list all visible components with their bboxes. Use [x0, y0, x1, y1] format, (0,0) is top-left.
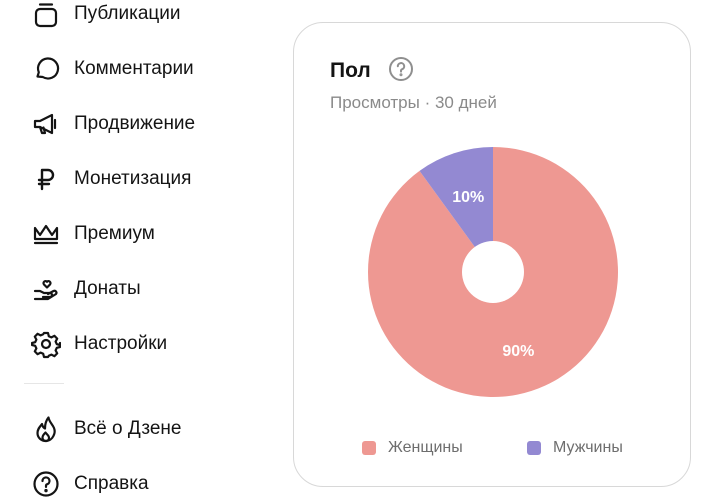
sidebar-item-label: Настройки: [74, 333, 168, 354]
sidebar-divider: [24, 383, 64, 384]
ruble-icon: [30, 163, 62, 195]
sidebar-item-settings[interactable]: Настройки: [30, 324, 167, 364]
flame-icon: [30, 413, 62, 445]
card-title: Пол: [330, 59, 371, 82]
gender-stats-card: Пол Просмотры · 30 дней 90% 10% Женщины М…: [293, 22, 691, 487]
chart-legend: Женщины Мужчины: [294, 439, 692, 463]
sidebar-item-label: Продвижение: [74, 113, 196, 134]
donut-hole: [462, 241, 524, 303]
donate-hand-icon: [30, 273, 62, 305]
gender-donut-chart: 90% 10%: [368, 147, 618, 397]
sidebar-item-promotion[interactable]: Продвижение: [30, 104, 195, 144]
legend-label: Мужчины: [553, 439, 623, 456]
sidebar: Публикации Комментарии Продвижение Монет…: [0, 0, 260, 497]
megaphone-icon: [30, 108, 62, 140]
crown-icon: [30, 218, 62, 250]
sidebar-item-label: Всё о Дзене: [74, 418, 182, 439]
sidebar-item-donations[interactable]: Донаты: [30, 269, 141, 309]
question-circle-icon: [30, 468, 62, 500]
legend-label: Женщины: [388, 439, 463, 456]
sidebar-item-about-zen[interactable]: Всё о Дзене: [30, 409, 182, 449]
sidebar-item-comments[interactable]: Комментарии: [30, 49, 194, 89]
publications-icon: [30, 0, 62, 30]
sidebar-item-label: Премиум: [74, 223, 155, 244]
legend-swatch: [527, 441, 541, 455]
sidebar-item-label: Монетизация: [74, 168, 192, 189]
sidebar-item-label: Донаты: [74, 278, 141, 299]
gear-icon: [30, 328, 62, 360]
legend-item-men: Мужчины: [527, 439, 623, 457]
comment-icon: [30, 53, 62, 85]
sidebar-item-publications[interactable]: Публикации: [30, 0, 181, 34]
sidebar-item-label: Комментарии: [74, 58, 194, 79]
help-icon[interactable]: [388, 56, 414, 82]
card-subtitle: Просмотры · 30 дней: [330, 93, 497, 112]
sidebar-item-premium[interactable]: Премиум: [30, 214, 155, 254]
sidebar-item-monetization[interactable]: Монетизация: [30, 159, 191, 199]
pie-slice-men[interactable]: [419, 147, 493, 272]
sidebar-item-label: Справка: [74, 473, 149, 494]
pie-slice-label: 10%: [452, 189, 484, 206]
pie-slice-label: 90%: [502, 343, 534, 360]
legend-item-women: Женщины: [362, 439, 463, 457]
sidebar-item-label: Публикации: [74, 3, 181, 24]
sidebar-item-help[interactable]: Справка: [30, 464, 149, 504]
legend-swatch: [362, 441, 376, 455]
